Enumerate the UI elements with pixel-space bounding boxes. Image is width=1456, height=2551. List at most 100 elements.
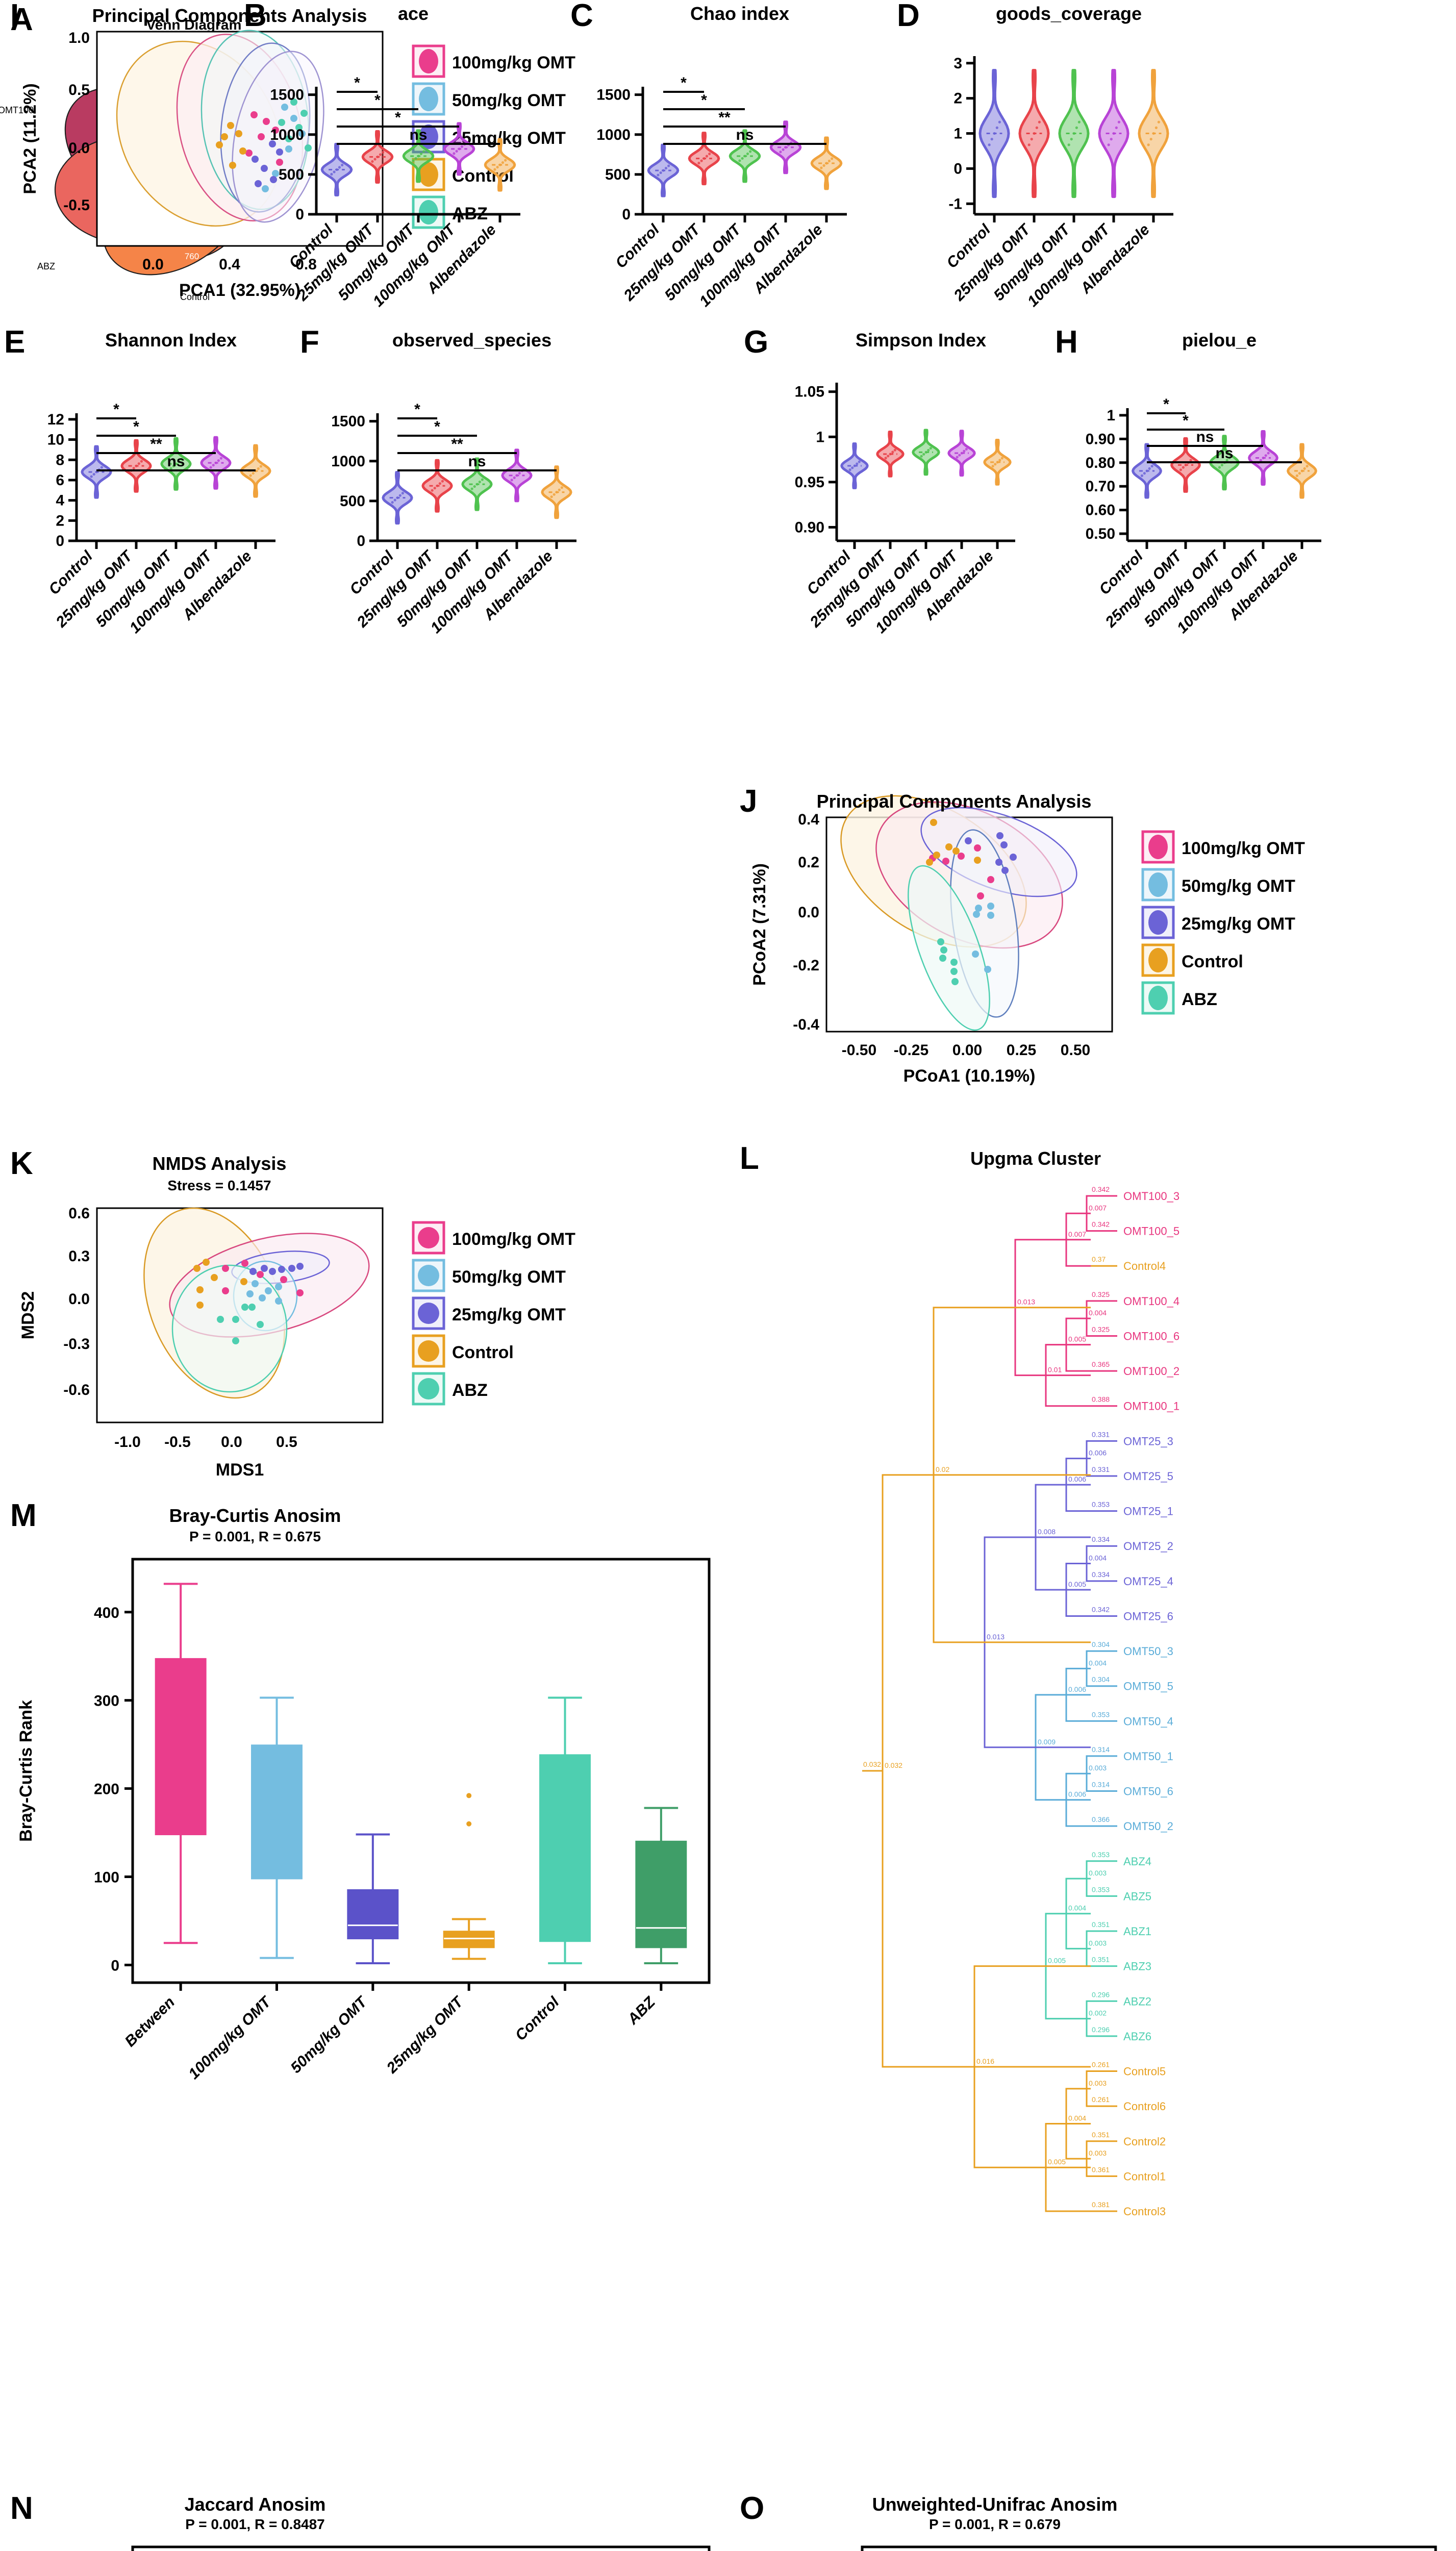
legend-item: 25mg/kg OMT [412,1296,566,1330]
tree-branch-value: 0.325 [1092,1325,1110,1333]
ytick-label: 3 [953,55,962,72]
legend-item: 50mg/kg OMT [1141,868,1295,902]
tree-branch-value: 0.342 [1092,1185,1110,1193]
significance-label: ns [167,453,185,470]
panel-k-nmds: K NMDS Analysis Stress = 0.1457 [0,1143,730,1490]
tree-node-value: 0.004 [1089,1659,1107,1667]
pcoa-ytick: 0.4 [798,811,819,828]
panel-n-jaccard: N Jaccard Anosim P = 0.001, R = 0.8487 0… [0,2490,730,2551]
nmds-ylabel: MDS2 [18,1291,38,1339]
tree-leaf-label: Control5 [1123,2065,1166,2078]
ytick-label: 0 [111,1957,119,1974]
pca-ellipses [116,30,324,227]
tree-root-value: 0.032 [863,1760,881,1768]
panel-d-title: goods_coverage [995,3,1142,24]
pca-points [216,98,312,192]
significance-label: * [1183,412,1189,429]
ytick-label: 0 [953,160,962,177]
legend-item: 100mg/kg OMT [412,1221,575,1255]
panel-n-title: Jaccard Anosim [184,2494,326,2515]
panel-j-title: Principal Components Analysis [816,791,1092,812]
panel-letter-m: M [10,1498,37,1533]
ytick-label: 1 [816,429,824,445]
nmds-xtick: 0.0 [221,1434,242,1450]
tree-branch-value: 0.353 [1092,1850,1110,1859]
panel-letter-h: H [1055,324,1078,360]
pcoa-xtick: 0.00 [952,1042,982,1059]
y-axis-label: Bray-Curtis Rank [16,1700,36,1842]
tree-branch-value: 0.325 [1092,1290,1110,1298]
tree-leaf-label: Control2 [1123,2135,1166,2148]
tree-node-value: 0.002 [1089,2009,1107,2017]
panel-letter-k: K [10,1146,33,1181]
significance-label: ** [150,436,162,453]
legend-label: Control [1182,952,1243,971]
tree-leaf-label: OMT50_2 [1123,1820,1173,1833]
tree-branch-value: 0.365 [1092,1360,1110,1368]
pcoa-ytick: -0.2 [793,957,819,974]
panel-letter-c: C [570,0,593,33]
significance-label: ns [409,127,427,143]
panel-o-unifrac: O Unweighted-Unifrac Anosim P = 0.001, R… [730,2490,1456,2551]
tree-leaf-label: OMT50_4 [1123,1715,1173,1728]
pcoa-axis: 0.4 0.2 0.0 -0.2 -0.4 -0.50 -0.25 0.00 0… [750,811,1090,1086]
ytick-label: 0.60 [1086,502,1115,519]
tree-leaf-label: OMT100_5 [1123,1225,1179,1238]
panel-e-violin: E Shannon Index 0 2 4 6 8 10 12 Control 25mg/kg OM… [0,327,291,643]
tree-branch-value: 0.331 [1092,1430,1110,1438]
tree-leaf-label: Control1 [1123,2170,1166,2183]
xtick-label: 50mg/kg OMT [287,1993,371,2077]
pcoa-xlabel: PCoA1 (10.19%) [903,1066,1036,1086]
pcoa-plot-svg: 0.4 0.2 0.0 -0.2 -0.4 -0.50 -0.25 0.00 0… [750,795,1305,1086]
panel-k-subtitle: Stress = 0.1457 [167,1178,271,1193]
significance-label: * [434,418,440,435]
pcoa-xtick: -0.25 [894,1042,928,1059]
pcoa-ytick: 0.2 [798,854,819,871]
panel-o-subtitle: P = 0.001, R = 0.679 [929,2516,1061,2532]
tree-leaf-label: ABZ1 [1123,1925,1151,1938]
tree-leaf-label: OMT100_2 [1123,1365,1179,1378]
tree-node-value: 0.009 [1038,1738,1056,1746]
panel-l-upgma: L Upgma Cluster OMT100_3 0.342 OMT100_5 0.3… [730,1138,1456,2260]
significance-label: ns [1215,445,1233,462]
legend-item: 50mg/kg OMT [412,82,566,116]
nmds-ytick: 0.6 [68,1205,90,1222]
tree-node-value: 0.003 [1089,2149,1107,2157]
tree-node-value: 0.004 [1089,1554,1107,1562]
panel-m-title: Bray-Curtis Anosim [169,1505,341,1526]
nmds-axis: 0.6 0.3 0.0 -0.3 -0.6 -1.0 -0.5 0.0 0.5 … [18,1205,297,1480]
tree-node-value: 0.003 [1089,1764,1107,1772]
panel-letter-b: B [244,0,267,33]
ytick-label: 0 [295,206,304,223]
ytick-label: 500 [340,493,365,510]
tree-leaf-label: OMT50_5 [1123,1680,1173,1693]
tree-node-value: 0.005 [1048,1957,1066,1965]
ytick-label: 2 [953,90,962,107]
xtick-label: 25mg/kg OMT [383,1993,467,2077]
panel-letter-i: I [10,0,19,33]
tree-branch-value: 0.304 [1092,1675,1110,1684]
ytick-label: 0.80 [1086,455,1115,471]
pca-ytick: 0.5 [68,82,90,98]
nmds-plot-svg: 0.6 0.3 0.0 -0.3 -0.6 -1.0 -0.5 0.0 0.5 … [18,1205,575,1480]
panel-letter-f: F [300,324,319,360]
tree-node-value: 0.005 [1068,1335,1086,1343]
ytick-label: 1 [1107,407,1115,424]
tree-leaf-label: OMT100_6 [1123,1330,1179,1342]
venn-set-label-omt100: OMT100 [0,105,34,115]
significance-label: ** [451,436,463,453]
pca-ytick: -0.5 [63,197,90,214]
tree-leaf-label: Control3 [1123,2205,1166,2218]
venn-title: Venn Diagram [146,17,242,33]
nmds-ytick: 0.0 [68,1291,90,1308]
tree-branch-value: 0.351 [1092,2131,1110,2139]
tree-node-value: 0.01 [1048,1366,1062,1374]
tree-node-value: 0.007 [1068,1230,1086,1238]
ytick-label: 0.90 [1086,431,1115,447]
jaccard-boxplot: 0100200300400Jaccard RankBetween100mg/kg… [131,2545,711,2551]
